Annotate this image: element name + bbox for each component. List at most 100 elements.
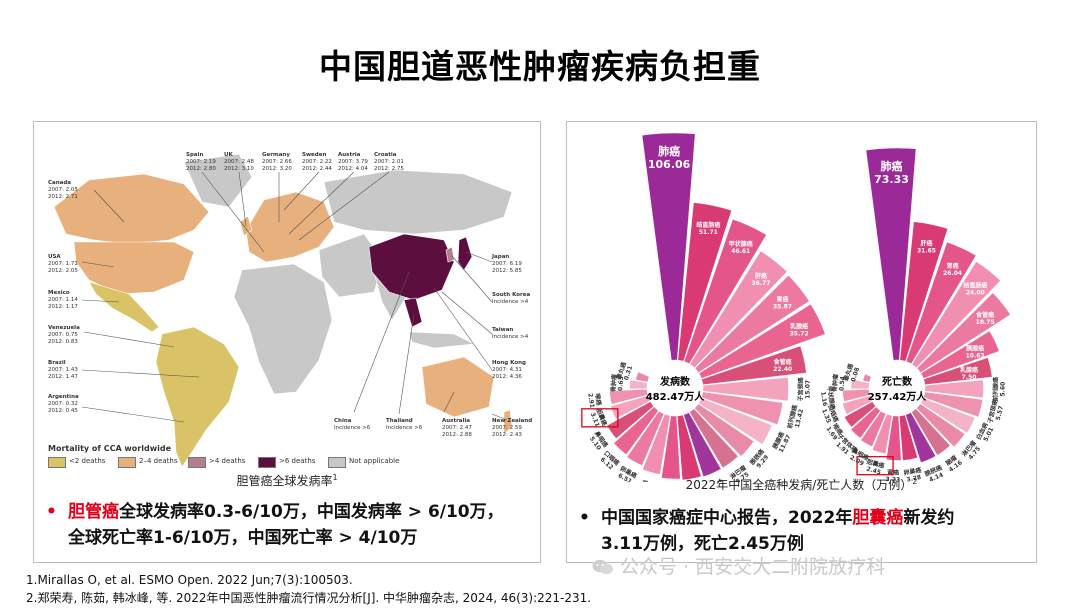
- country-value: 2007: 0.32: [48, 401, 78, 407]
- country-name: Mexico: [48, 290, 70, 296]
- country-label: Austria 2007: 3.79 2012: 4.04: [338, 152, 368, 173]
- rose-label: 食管癌 18.75: [975, 311, 995, 326]
- reference-2: 2.郑荣寿, 陈茹, 韩冰峰, 等. 2022年中国恶性肿瘤流行情况分析[J].…: [26, 591, 592, 605]
- country-value: 2012: 5.85: [492, 268, 522, 274]
- country-value: 2012: 2.43: [492, 432, 522, 438]
- country-label: Germany 2007: 2.66 2012: 3.20: [262, 152, 292, 173]
- country-name: Hong Kong: [492, 360, 526, 366]
- rose-label: 睾丸癌0.31: [615, 361, 635, 383]
- country-label: Croatia 2007: 2.01 2012: 2.75: [374, 152, 404, 173]
- rose-label: 骨肿瘤0.63: [609, 374, 625, 393]
- country-value: 2012: 2.75: [374, 166, 404, 172]
- rose-label: 肝癌 31.65: [917, 240, 936, 255]
- country-name: Venezuela: [48, 325, 80, 331]
- country-label: UK 2007: 2.48 2012: 3.10: [224, 152, 254, 173]
- bullet-dot: •: [46, 502, 57, 522]
- watermark-text: 公众号 · 西安交大二附院放疗科: [620, 556, 886, 578]
- rose-label: 肺癌 106.06: [648, 144, 691, 171]
- country-label: Spain 2007: 2.19 2012: 2.80: [186, 152, 216, 173]
- legend-title: Mortality of CCA worldwide: [48, 444, 171, 453]
- country-value: 2007: 3.79: [338, 159, 368, 165]
- country-value: 2007: 2.19: [186, 159, 216, 165]
- watermark: 公众号 · 西安交大二附院放疗科: [592, 552, 885, 579]
- country-label: Brazil 2007: 1.43 2012: 1.47: [48, 360, 78, 381]
- country-label: South Korea Incidence >4: [492, 292, 530, 306]
- legend-swatch: [328, 457, 346, 468]
- center-value: 257.42万人: [868, 390, 928, 403]
- country-value: 2012: 2.71: [48, 194, 78, 200]
- world-map: [34, 122, 540, 562]
- country-name: Australia: [442, 418, 470, 424]
- country-name: Thailand: [386, 418, 413, 424]
- rose-label: 肺癌 73.33: [874, 159, 909, 186]
- country-name: New Zealand: [492, 418, 533, 424]
- map-legend: <2 deaths 2–4 deaths >4 deaths >6 deaths Not…: [48, 455, 528, 469]
- country-label: Venezuela 2007: 0.75 2012: 0.83: [48, 325, 80, 346]
- country-label: Mexico 2007: 1.14 2012: 1.17: [48, 290, 78, 311]
- country-label: New Zealand 2007: 2.59 2012: 2.43: [492, 418, 532, 439]
- center-circle: [647, 360, 703, 416]
- center-value: 482.47万人: [646, 390, 706, 403]
- rose-label: 甲状腺癌1.16: [818, 385, 836, 411]
- country-value: 2007: 4.31: [492, 367, 522, 373]
- country-value: Incidence >4: [492, 299, 529, 305]
- rose-label: 脑瘤8.75: [709, 478, 729, 482]
- center-label: 发病数: [659, 375, 691, 388]
- chart-caption-ref: 2: [912, 477, 918, 486]
- legend-label: >4 deaths: [209, 457, 246, 465]
- rose-label: 骨肿瘤0.54: [830, 374, 846, 393]
- legend-swatch: [118, 457, 136, 468]
- country-name: Sweden: [302, 152, 327, 158]
- country-value: 2007: 2.59: [492, 425, 522, 431]
- country-value: 2012: 0.45: [48, 408, 78, 414]
- center-circle: [869, 360, 925, 416]
- country-value: Incidence >4: [492, 334, 529, 340]
- country-value: 2007: 0.75: [48, 332, 78, 338]
- rose-label: 喉癌2.91: [586, 392, 603, 409]
- country-value: 2007: 2.48: [224, 159, 254, 165]
- country-name: Spain: [186, 152, 204, 158]
- bullet-right-highlight: 胆囊癌: [852, 508, 904, 528]
- legend-label: Not applicable: [349, 457, 400, 465]
- country-name: Brazil: [48, 360, 66, 366]
- bullet-dot: •: [579, 508, 590, 528]
- reference-1: 1.Mirallas O, et al. ESMO Open. 2022 Jun…: [26, 573, 353, 587]
- rose-label: 甲状腺癌 46.61: [729, 240, 753, 255]
- country-label: USA 2007: 1.71 2012: 2.05: [48, 254, 78, 275]
- country-value: 2012: 1.17: [48, 304, 78, 310]
- bullet-right-line1a: 中国国家癌症中心报告，2022年: [601, 508, 853, 528]
- rose-label: 结直肠癌 51.71: [696, 221, 720, 236]
- legend-label: >6 deaths: [279, 457, 316, 465]
- rose-label: 子宫颈癌5.57: [986, 399, 1006, 426]
- rose-label: 膀胱癌9.29: [748, 447, 772, 471]
- country-value: 2007: 2.22: [302, 159, 332, 165]
- bullet-right: • 中国国家癌症中心报告，2022年胆囊癌新发约 3.11万例，死亡2.45万例: [579, 505, 1031, 557]
- country-value: 2012: 2.80: [186, 166, 216, 172]
- rose-label: 淋巴瘤4.75: [960, 439, 983, 462]
- chart-panel: 肺癌 106.06 结直肠癌 51.71 甲状腺癌 46.61 肝癌 36.77 胃癌 35.87…: [566, 121, 1037, 563]
- country-name: Argentina: [48, 394, 79, 400]
- center-label: 死亡数: [882, 375, 913, 388]
- country-value: 2012: 2.88: [442, 432, 472, 438]
- legend-label: <2 deaths: [69, 457, 106, 465]
- world-map-panel: Canada 2007: 2.05 2012: 2.71 USA 2007: 1.71 2…: [33, 121, 541, 563]
- country-value: 2012: 3.20: [262, 166, 292, 172]
- chart-caption-text: 2022年中国全癌种发病/死亡人数（万例）: [685, 478, 913, 492]
- country-value: 2007: 1.71: [48, 261, 78, 267]
- map-caption-text: 胆管癌全球发病率: [236, 474, 333, 488]
- country-label: Australia 2007: 2.47 2012: 2.88: [442, 418, 472, 439]
- rose-label: 乳腺癌 35.72: [790, 322, 809, 337]
- legend-swatch: [48, 457, 66, 468]
- rose-label: 胃癌 26.04: [943, 262, 962, 277]
- bullet-right-line2: 3.11万例，死亡2.45万例: [601, 534, 804, 554]
- country-name: Japan: [492, 254, 510, 260]
- rose-label: 肾癌7.37: [638, 478, 656, 482]
- rose-label: 子宫颈癌15.07: [796, 377, 811, 401]
- country-value: 2007: 2.05: [48, 187, 78, 193]
- rose-label: 胰腺癌11.87: [771, 430, 793, 454]
- country-name: South Korea: [492, 292, 531, 298]
- country-value: 2012: 4.36: [492, 374, 522, 380]
- rose-label: 胃癌 35.87: [773, 295, 792, 310]
- country-label: Argentina 2007: 0.32 2012: 0.45: [48, 394, 79, 415]
